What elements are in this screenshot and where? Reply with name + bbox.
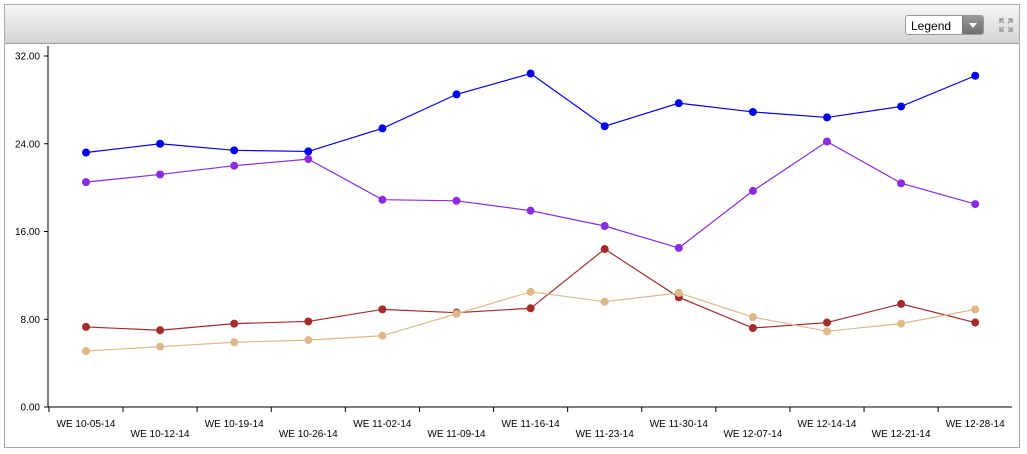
y-tick-label: 8.00 (21, 315, 41, 326)
data-point[interactable] (897, 102, 906, 111)
data-point[interactable] (823, 318, 831, 327)
data-point[interactable] (748, 324, 757, 333)
y-tick-label: 0.00 (21, 403, 41, 414)
data-point[interactable] (897, 179, 906, 188)
data-point[interactable] (971, 318, 980, 327)
data-point[interactable] (82, 322, 90, 331)
x-tick-label: WE 12-21-14 (872, 429, 931, 440)
data-point[interactable] (600, 297, 609, 306)
data-point[interactable] (82, 347, 90, 356)
data-point[interactable] (526, 69, 535, 78)
x-tick-label: WE 12-07-14 (723, 429, 782, 440)
chart-series (82, 69, 980, 356)
data-point[interactable] (230, 161, 239, 170)
data-point[interactable] (304, 155, 313, 164)
y-tick-label: 24.00 (15, 139, 40, 150)
data-point[interactable] (674, 99, 683, 108)
data-point[interactable] (823, 137, 831, 146)
data-point[interactable] (230, 319, 239, 328)
series-2 (82, 245, 980, 335)
data-point[interactable] (600, 245, 609, 254)
data-point[interactable] (526, 206, 535, 215)
data-point[interactable] (304, 336, 313, 345)
x-tick-label: WE 10-19-14 (205, 419, 264, 430)
series-line (85, 291, 976, 352)
chart-panel: Legend (4, 4, 1020, 448)
data-point[interactable] (971, 305, 980, 314)
data-point[interactable] (230, 146, 239, 155)
x-tick-label: WE 11-23-14 (576, 429, 635, 440)
series-line (85, 140, 976, 249)
x-tick-label: WE 12-28-14 (946, 419, 1005, 430)
data-point[interactable] (378, 195, 387, 204)
data-point[interactable] (600, 122, 609, 131)
x-tick-label: WE 10-26-14 (279, 429, 338, 440)
data-point[interactable] (82, 178, 90, 187)
chart-axes (47, 46, 1012, 408)
data-point[interactable] (748, 107, 757, 116)
x-tick-label: WE 10-05-14 (57, 419, 116, 430)
data-point[interactable] (526, 304, 535, 313)
y-tick-label: 16.00 (15, 227, 40, 238)
y-tick-label: 32.00 (15, 52, 40, 63)
data-point[interactable] (748, 313, 757, 322)
data-point[interactable] (304, 147, 313, 156)
data-point[interactable] (823, 327, 831, 336)
data-point[interactable] (674, 288, 683, 297)
legend-dropdown-label: Legend (911, 19, 952, 33)
data-point[interactable] (156, 170, 165, 179)
series-3 (82, 287, 980, 356)
data-point[interactable] (230, 338, 239, 347)
data-point[interactable] (600, 222, 609, 231)
data-point[interactable] (526, 287, 535, 296)
data-point[interactable] (897, 299, 906, 308)
data-point[interactable] (378, 305, 387, 314)
legend-dropdown[interactable]: Legend (905, 15, 984, 35)
x-tick-label: WE 11-30-14 (650, 419, 709, 430)
data-point[interactable] (156, 342, 165, 351)
x-tick-label: WE 11-02-14 (353, 419, 412, 430)
series-line (85, 72, 976, 154)
series-0 (82, 69, 980, 157)
data-point[interactable] (452, 196, 461, 205)
data-point[interactable] (674, 243, 683, 252)
x-tick-label: WE 11-16-14 (502, 419, 561, 430)
chart-toolbar: Legend (5, 5, 1019, 44)
data-point[interactable] (748, 186, 757, 195)
data-point[interactable] (156, 326, 165, 335)
x-tick-label: WE 11-09-14 (427, 429, 486, 440)
data-point[interactable] (897, 319, 906, 328)
data-point[interactable] (971, 71, 980, 80)
data-point[interactable] (378, 124, 387, 133)
data-point[interactable] (823, 113, 831, 122)
data-point[interactable] (971, 200, 980, 209)
expand-arrows-icon[interactable] (998, 17, 1014, 33)
data-point[interactable] (304, 317, 313, 326)
data-point[interactable] (378, 331, 387, 340)
x-axis-ticks: WE 10-05-14 WE 10-12-14 WE 10-19-14 WE 10-2… (48, 407, 1005, 440)
data-point[interactable] (452, 90, 461, 99)
x-tick-label: WE 12-14-14 (798, 419, 857, 430)
data-point[interactable] (82, 148, 90, 157)
data-point[interactable] (452, 309, 461, 318)
data-point[interactable] (156, 139, 165, 148)
y-axis-ticks: 0.00 8.00 16.00 24.00 32.00 (15, 52, 48, 414)
chevron-down-icon[interactable] (962, 16, 983, 34)
x-tick-label: WE 10-12-14 (131, 429, 190, 440)
series-1 (82, 137, 980, 252)
